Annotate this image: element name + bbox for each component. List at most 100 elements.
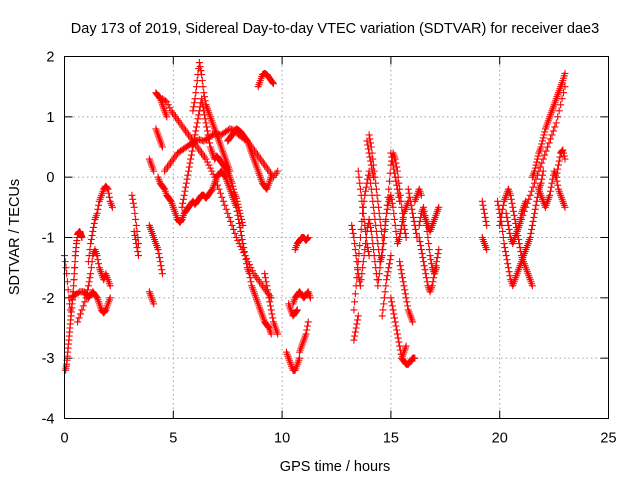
data-points xyxy=(61,59,569,374)
data-point xyxy=(428,282,436,290)
data-point xyxy=(362,187,370,195)
data-point xyxy=(418,250,426,258)
data-point xyxy=(393,185,401,193)
data-point xyxy=(131,231,139,239)
data-point xyxy=(84,286,92,294)
series-s21 xyxy=(261,270,282,338)
data-point xyxy=(190,99,198,107)
data-point xyxy=(230,225,238,233)
data-point xyxy=(193,119,201,127)
data-point xyxy=(359,203,367,211)
data-point xyxy=(358,197,366,205)
data-point xyxy=(230,185,238,193)
data-point xyxy=(481,213,489,221)
data-point xyxy=(378,234,386,241)
data-point xyxy=(394,189,402,197)
data-point xyxy=(377,221,385,229)
data-point xyxy=(372,185,380,193)
data-point xyxy=(545,139,553,147)
data-point xyxy=(412,229,420,237)
data-point xyxy=(403,298,411,306)
data-point xyxy=(206,164,214,172)
data-point xyxy=(95,201,103,209)
data-point xyxy=(191,131,199,139)
data-point xyxy=(90,219,98,227)
data-point xyxy=(246,274,254,282)
data-point xyxy=(378,312,386,320)
data-point xyxy=(509,203,517,211)
data-point xyxy=(74,318,82,326)
data-point xyxy=(522,203,530,211)
data-point xyxy=(372,179,380,187)
data-point xyxy=(399,215,407,223)
y-tick-label: -2 xyxy=(42,291,55,307)
data-point xyxy=(180,191,188,199)
data-point xyxy=(561,155,569,163)
data-point xyxy=(235,219,243,227)
data-point xyxy=(108,203,116,211)
data-point xyxy=(70,270,78,278)
x-tick-label: 20 xyxy=(492,431,508,447)
data-point xyxy=(158,266,166,274)
data-point xyxy=(350,336,358,344)
data-point xyxy=(236,209,244,217)
data-point xyxy=(351,290,359,298)
data-point xyxy=(507,191,515,199)
series-s42 xyxy=(420,203,443,235)
data-point xyxy=(538,159,546,167)
data-point xyxy=(95,260,103,268)
data-point xyxy=(92,293,100,301)
data-point xyxy=(156,258,164,266)
data-point xyxy=(243,255,251,263)
data-point xyxy=(416,238,424,246)
data-point xyxy=(190,103,198,111)
data-point xyxy=(411,354,419,362)
data-point xyxy=(541,151,549,159)
data-point xyxy=(264,290,272,298)
data-point xyxy=(519,211,527,219)
data-point xyxy=(221,172,229,180)
data-point xyxy=(234,237,242,245)
data-point xyxy=(222,205,230,213)
data-point xyxy=(507,195,515,203)
data-point xyxy=(237,227,245,235)
data-point xyxy=(424,234,432,241)
data-point xyxy=(87,264,95,272)
data-point xyxy=(389,161,397,169)
data-point xyxy=(391,314,399,322)
data-point xyxy=(362,183,370,191)
data-point xyxy=(380,300,388,308)
data-point xyxy=(369,161,377,169)
y-tick-label: -4 xyxy=(42,412,55,428)
data-point xyxy=(228,221,236,229)
series-s34 xyxy=(387,149,404,205)
data-point xyxy=(529,183,537,191)
data-point xyxy=(554,161,562,169)
data-point xyxy=(215,185,223,193)
data-point xyxy=(303,235,311,243)
series-s05 xyxy=(84,182,116,266)
data-point xyxy=(391,221,399,229)
data-point xyxy=(383,272,391,280)
data-point xyxy=(391,318,399,326)
data-point xyxy=(204,131,212,139)
data-point xyxy=(179,195,187,203)
data-point xyxy=(508,199,516,207)
data-point xyxy=(387,149,395,157)
data-point xyxy=(433,258,441,266)
data-point xyxy=(523,199,531,207)
data-point xyxy=(132,215,140,223)
data-point xyxy=(190,139,198,147)
data-point xyxy=(84,282,92,290)
data-point xyxy=(229,182,237,190)
data-point xyxy=(94,205,102,213)
data-point xyxy=(515,240,523,248)
series-s19 xyxy=(224,125,275,193)
data-point xyxy=(366,135,374,143)
data-point xyxy=(86,246,94,254)
data-point xyxy=(93,252,101,260)
data-point xyxy=(306,294,314,302)
data-point xyxy=(206,139,214,147)
data-point xyxy=(247,264,255,272)
data-point xyxy=(502,209,510,217)
